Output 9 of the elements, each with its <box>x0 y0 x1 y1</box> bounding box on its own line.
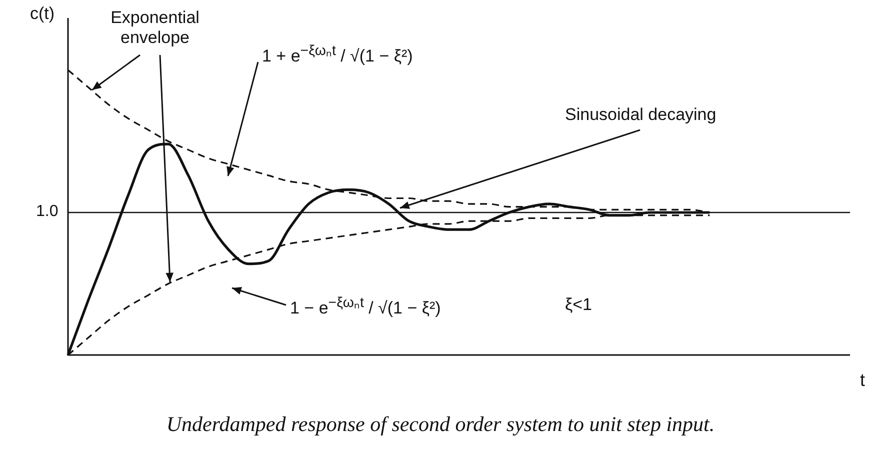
annotation: 1 − e$^{−ξωₙt}$ / √(1 − ξ²) <box>290 294 441 319</box>
y-axis-title: c(t) <box>30 4 55 24</box>
x-axis-title: t <box>860 370 866 391</box>
annotation: ξ<1 <box>565 295 592 315</box>
annotation: Sinusoidal decaying <box>565 105 716 125</box>
text: 1.0 <box>36 203 58 221</box>
text: 1 + e$^{−ξωₙt}$ / √(1 − ξ²) <box>262 42 413 67</box>
text: Underdamped response of second order system to unit step input. <box>165 412 716 437</box>
text: Exponential envelope <box>110 8 200 48</box>
